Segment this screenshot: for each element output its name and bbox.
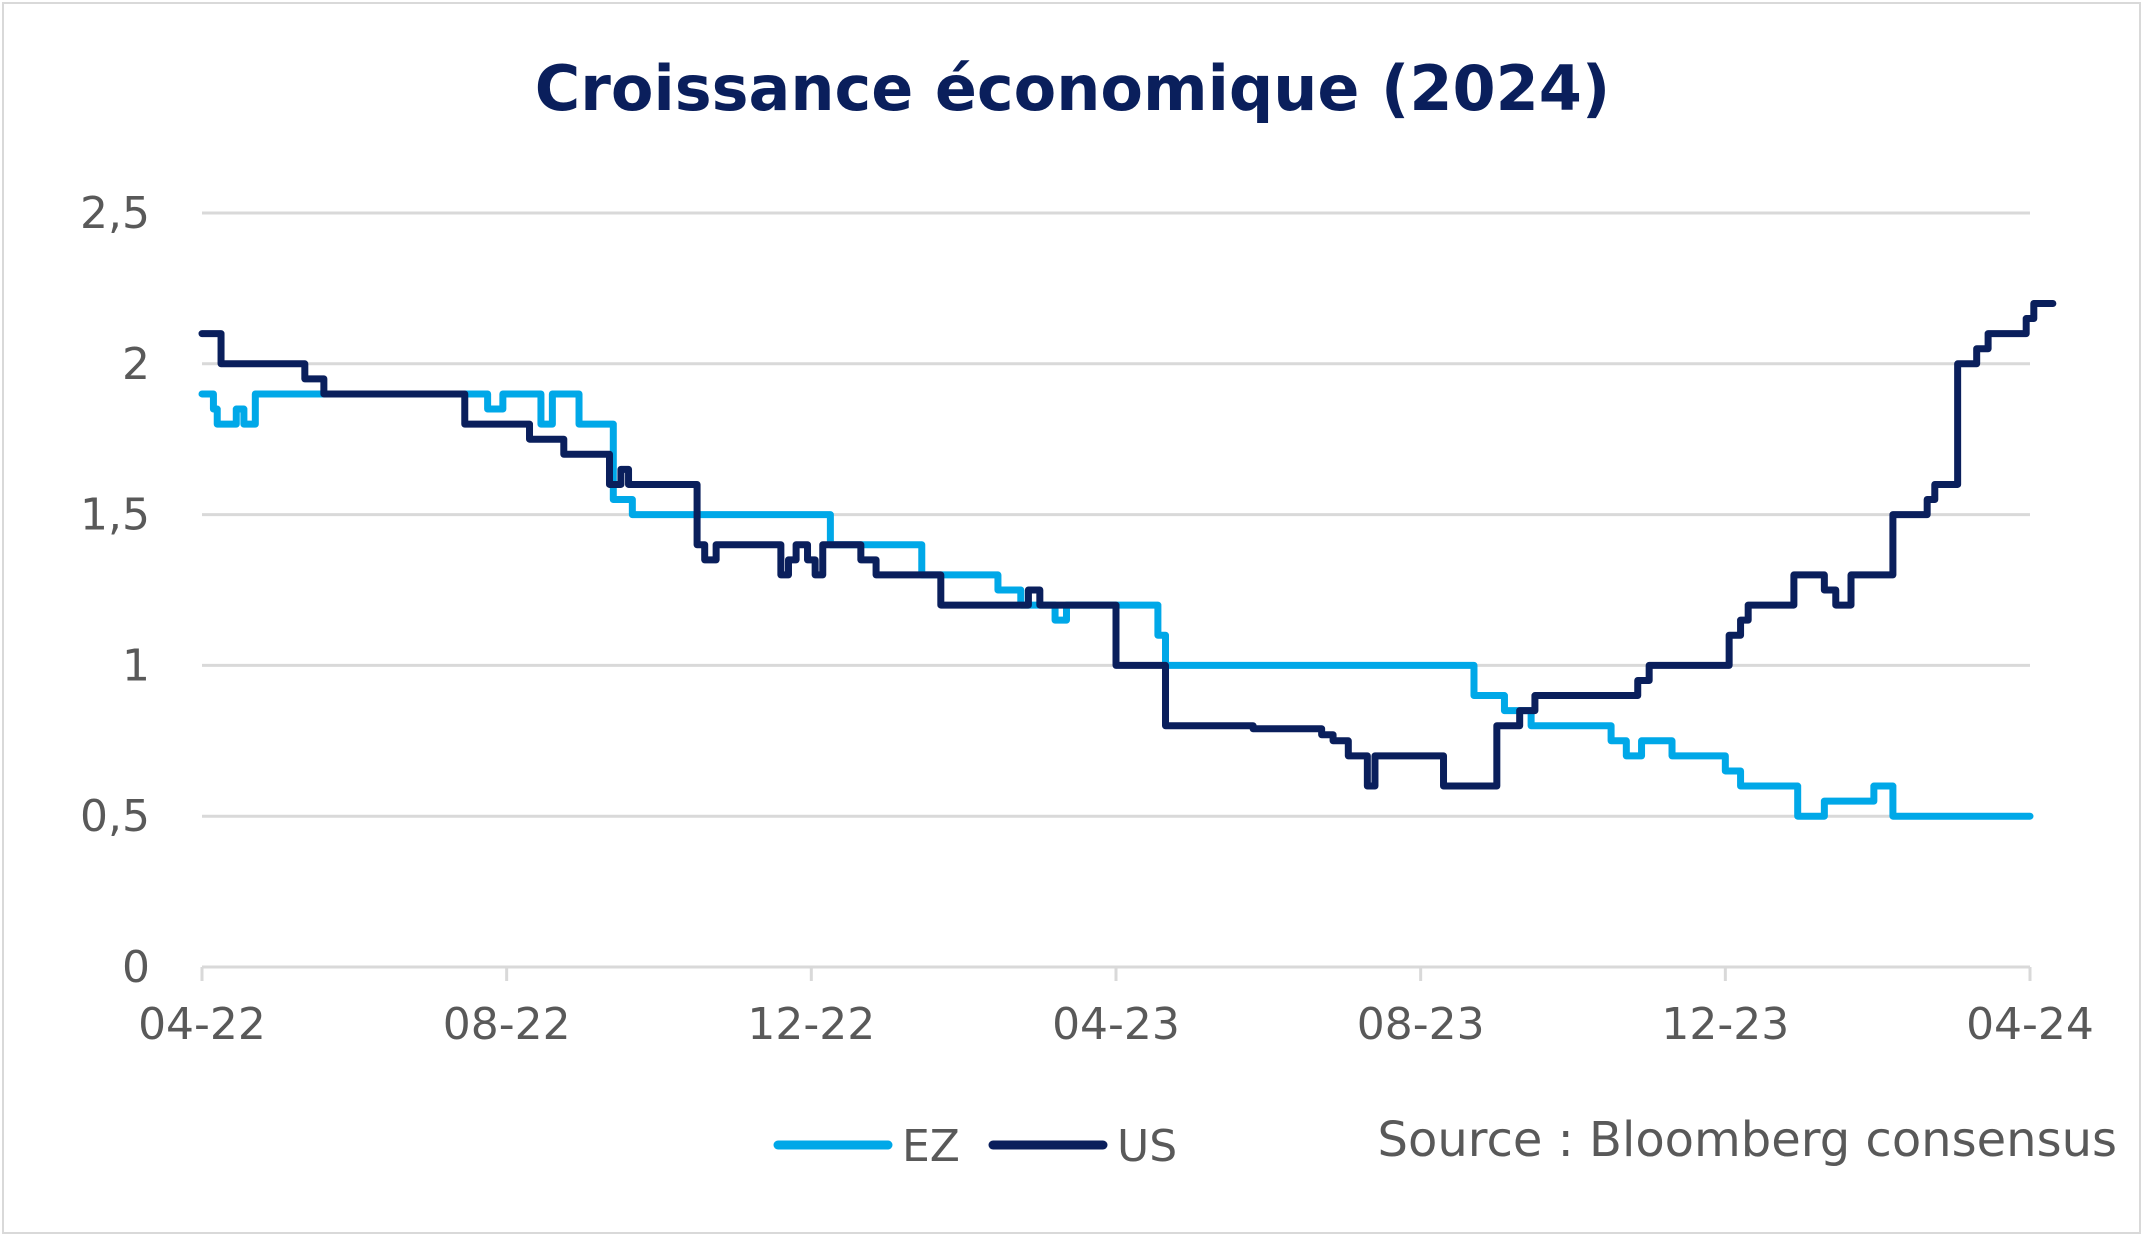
y-axis-ticks: 0 0,5 1 1,5 2 2,5 <box>80 188 150 993</box>
y-tick-label: 2,5 <box>80 188 150 239</box>
x-tick-label: 04-23 <box>1052 999 1180 1050</box>
series-lines <box>198 299 2057 820</box>
y-tick-label: 1,5 <box>80 490 150 541</box>
legend: EZ US <box>773 1121 1177 1172</box>
source-note: Source : Bloomberg consensus <box>1377 1112 2118 1168</box>
legend-label-ez: EZ <box>902 1121 960 1172</box>
y-tick-label: 0 <box>122 942 150 993</box>
x-axis: 04-22 08-22 12-22 04-23 08-23 12-23 04-24 <box>138 965 2094 1050</box>
y-tick-label: 0,5 <box>80 791 150 842</box>
y-tick-label: 1 <box>122 640 150 691</box>
x-tick-label: 12-22 <box>747 999 875 1050</box>
chart-title: Croissance économique (2024) <box>534 52 1611 125</box>
legend-label-us: US <box>1117 1121 1177 1172</box>
x-tick-label: 08-23 <box>1357 999 1485 1050</box>
series-line-us <box>198 299 2057 790</box>
y-tick-label: 2 <box>122 339 150 390</box>
gridlines <box>202 211 2030 818</box>
x-tick-label: 04-24 <box>1966 999 2094 1050</box>
x-tick-label: 08-22 <box>443 999 571 1050</box>
x-tick-label: 12-23 <box>1661 999 1789 1050</box>
x-tick-label: 04-22 <box>138 999 266 1050</box>
